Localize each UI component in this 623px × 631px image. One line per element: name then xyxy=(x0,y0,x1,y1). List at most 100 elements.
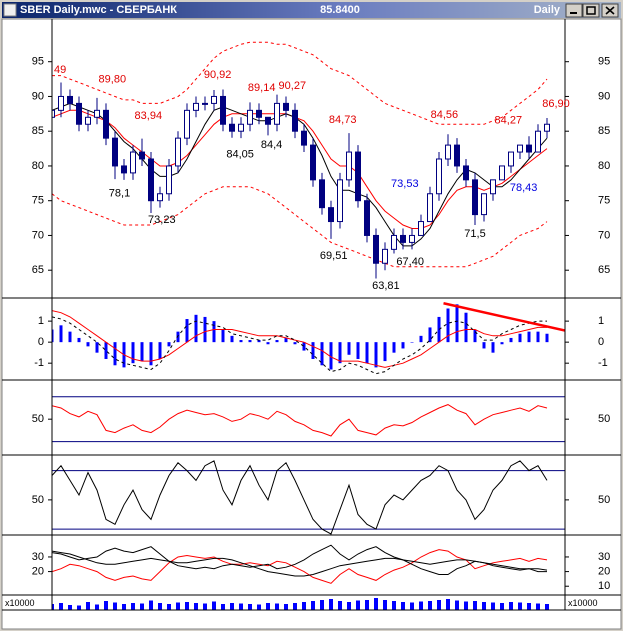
last-price: 85.8400 xyxy=(320,4,360,16)
candle-body xyxy=(337,179,343,223)
price-annotation: 84,05 xyxy=(226,149,254,161)
candle-body xyxy=(292,109,298,132)
volume-bar xyxy=(401,602,405,610)
histogram-bar xyxy=(113,342,117,366)
price-annotation: 84,27 xyxy=(495,115,523,127)
y-tick-label: 0 xyxy=(38,336,44,348)
volume-bar xyxy=(392,601,396,610)
histogram-bar xyxy=(302,342,306,351)
volume-bar xyxy=(347,602,351,610)
histogram-bar xyxy=(338,342,342,364)
maximize-button[interactable] xyxy=(582,3,600,18)
volume-bar xyxy=(167,604,171,610)
candle-body xyxy=(157,193,163,202)
indicator-line xyxy=(52,109,548,229)
histogram-bar xyxy=(158,342,162,359)
volume-bar xyxy=(293,603,297,610)
y-tick-label-right: 70 xyxy=(598,229,610,241)
candle-body xyxy=(463,165,469,181)
plot-layer xyxy=(52,41,565,610)
volume-bar xyxy=(284,604,288,610)
price-annotation: 84,73 xyxy=(329,114,357,126)
volume-bar xyxy=(203,603,207,610)
histogram-bar xyxy=(149,342,153,366)
volume-bar xyxy=(338,601,342,610)
histogram-bar xyxy=(545,333,549,343)
candle-body xyxy=(220,95,226,125)
y-tick-label: 20 xyxy=(32,565,44,577)
histogram-bar xyxy=(464,312,468,343)
candle-body xyxy=(445,144,451,160)
price-annotation: 84,4 xyxy=(261,139,282,151)
y-tick-label-right: 50 xyxy=(598,413,610,425)
indicator-line xyxy=(52,460,548,535)
histogram-bar xyxy=(356,342,360,359)
volume-bar xyxy=(266,603,270,610)
volume-bar xyxy=(95,604,99,610)
candle-body xyxy=(229,123,235,132)
indicator-line xyxy=(52,550,548,577)
price-annotation: 86,90 xyxy=(542,98,570,110)
y-tick-label-right: -1 xyxy=(598,357,608,369)
histogram-bar xyxy=(203,316,207,343)
y-tick-label: 80 xyxy=(32,160,44,172)
y2-tick-label: 20 xyxy=(598,565,610,577)
candle-body xyxy=(283,102,289,111)
volume-bar xyxy=(68,605,72,610)
volume-bar xyxy=(545,604,549,610)
volume-bar xyxy=(104,601,108,610)
histogram-bar xyxy=(95,342,99,353)
histogram-bar xyxy=(257,340,261,343)
y-tick-label-right: 0 xyxy=(598,336,604,348)
candle-body xyxy=(238,123,244,132)
volume-bar xyxy=(509,602,513,610)
candle-body xyxy=(139,151,145,160)
indicator-line xyxy=(52,404,548,437)
price-annotation: 89,80 xyxy=(99,74,127,86)
histogram-bar xyxy=(536,331,540,343)
histogram-bar xyxy=(77,337,81,343)
price-annotation: 90,92 xyxy=(204,69,232,81)
histogram-bar xyxy=(527,331,531,343)
candle-body xyxy=(364,200,370,236)
volume-bar xyxy=(320,600,324,610)
histogram-bar xyxy=(446,308,450,343)
candle-body xyxy=(265,116,271,125)
histogram-bar xyxy=(365,342,369,364)
volume-bar xyxy=(275,603,279,610)
histogram-bar xyxy=(248,340,252,343)
candle-body xyxy=(247,109,253,125)
candle-body xyxy=(211,95,217,104)
histogram-bar xyxy=(131,342,135,364)
minimize-button[interactable] xyxy=(565,3,583,18)
y-tick-label: 85 xyxy=(32,125,44,137)
histogram-bar xyxy=(284,337,288,343)
candle-body xyxy=(94,109,100,118)
histogram-bar xyxy=(509,337,513,343)
histogram-bar xyxy=(419,335,423,343)
volume-bar xyxy=(482,602,486,610)
candle-body xyxy=(382,248,388,264)
histogram-bar xyxy=(176,331,180,343)
price-annotation: 90,27 xyxy=(279,80,307,92)
histogram-bar xyxy=(293,342,297,345)
candle-body xyxy=(391,234,397,250)
y-tick-label: 50 xyxy=(32,413,44,425)
price-annotation: 49 xyxy=(54,64,66,76)
y-tick-label-right: 65 xyxy=(598,264,610,276)
volume-bar xyxy=(248,604,252,610)
candle-body xyxy=(256,109,262,118)
y-axis-unit: x10000 xyxy=(5,598,35,608)
volume-bar xyxy=(176,602,180,610)
volume-bar xyxy=(455,600,459,610)
histogram-bar xyxy=(329,342,333,370)
histogram-bar xyxy=(239,340,243,343)
candle-body xyxy=(508,151,514,167)
volume-bar xyxy=(329,599,333,610)
indicator-line xyxy=(52,186,548,268)
candle-body xyxy=(85,116,91,125)
candle-body xyxy=(121,165,127,174)
volume-bar xyxy=(464,601,468,610)
volume-bar xyxy=(365,600,369,610)
